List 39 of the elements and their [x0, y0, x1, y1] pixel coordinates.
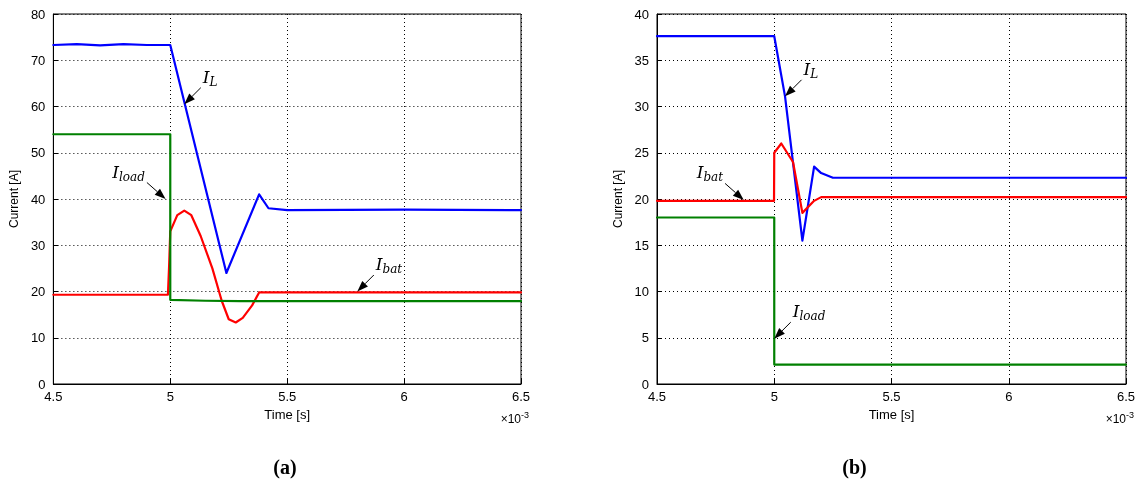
y-tick-label: 25: [634, 145, 649, 161]
y-tick-label: 50: [30, 145, 46, 161]
y-tick-label: 5: [641, 330, 649, 346]
line-series: [655, 142, 1128, 214]
y-tick-label: 70: [30, 52, 46, 68]
x-tick-label: 5.5: [278, 389, 297, 404]
y-tick-label: 15: [634, 237, 649, 253]
x-tick-label: 4.5: [647, 389, 667, 404]
line-series: [52, 133, 523, 303]
y-tick-label: 35: [634, 52, 649, 68]
x-axis-title: Time [s]: [264, 406, 311, 422]
y-tick-label: 30: [30, 237, 46, 253]
y-tick-label: 30: [634, 99, 649, 114]
y-tick-label: 40: [634, 6, 649, 22]
y-tick-label: 0: [38, 376, 46, 392]
x-tick-label: 6.5: [511, 389, 531, 404]
x-tick-label: 5: [770, 389, 778, 404]
y-tick-label: 40: [30, 191, 46, 207]
line-series: [655, 35, 1128, 242]
y-tick-label: 10: [30, 330, 46, 346]
x-tick-label: 5.5: [882, 389, 901, 404]
x-axis-title: Time [s]: [868, 406, 915, 422]
x-tick-label: 6.5: [1116, 389, 1136, 404]
line-series: [52, 209, 523, 324]
x-tick-label: 6: [1005, 389, 1013, 404]
y-tick-label: 60: [30, 99, 46, 114]
text: (a): [273, 456, 297, 479]
y-tick-label: 20: [30, 284, 46, 299]
y-tick-label: 80: [30, 6, 46, 22]
y-axis-title: Current [A]: [7, 169, 21, 229]
x-tick-label: 5: [166, 389, 174, 404]
y-tick-label: 20: [634, 191, 649, 207]
y-tick-label: 0: [641, 376, 649, 392]
y-axis-title: Current [A]: [610, 169, 625, 229]
line-series: [52, 42, 523, 275]
y-tick-label: 10: [634, 284, 649, 299]
text: (b): [842, 456, 867, 479]
x-tick-label: 6: [400, 389, 408, 404]
x-tick-label: 4.5: [44, 389, 63, 404]
